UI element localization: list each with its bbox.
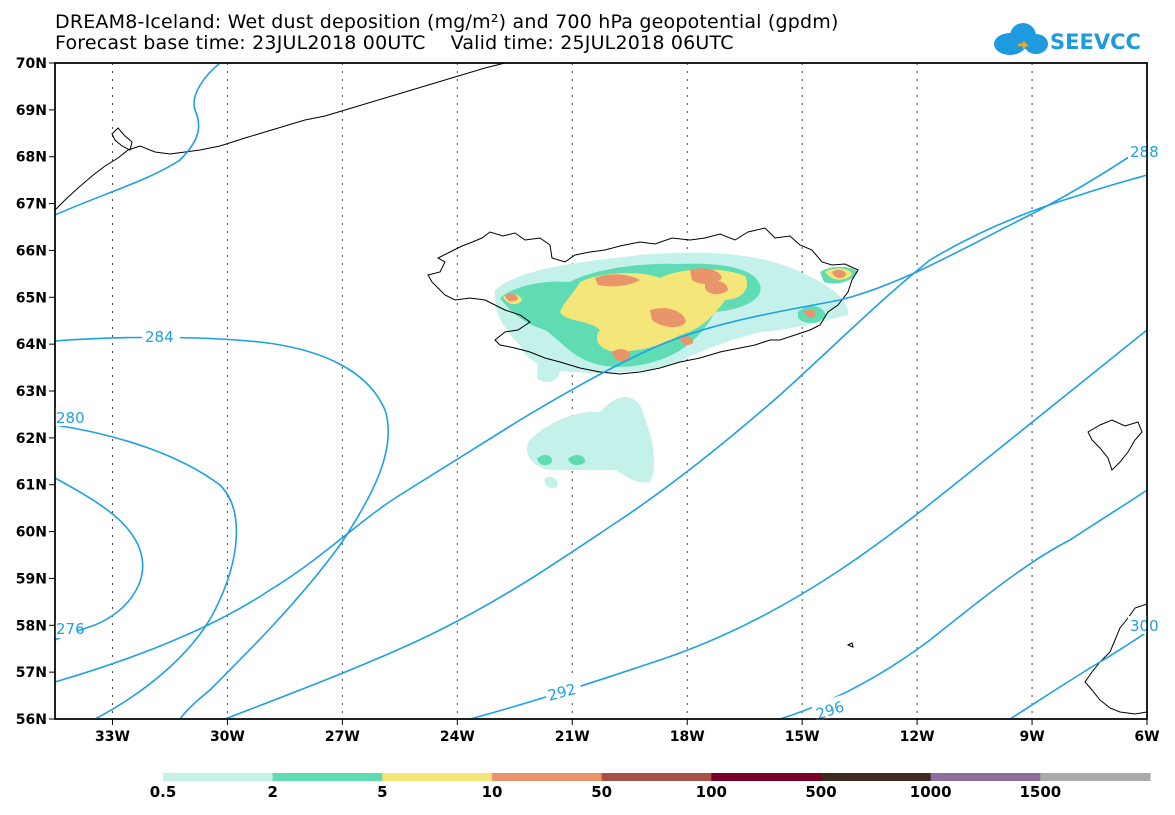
iceland-coastline [427,227,859,375]
contour-line [224,174,1148,720]
lat-label: 69N [16,103,47,119]
colorbar-swatch [821,773,932,781]
coastlines [54,62,1148,715]
graticule [111,63,1033,719]
lon-label: 6W [1134,729,1159,745]
colorbar-label: 500 [805,783,837,801]
geopotential-contours [54,62,1148,720]
contour-line [779,489,1148,720]
colorbar-swatch [1040,773,1151,781]
lon-label: 9W [1019,729,1044,745]
faroe-islands-coastline [1087,419,1143,471]
contour-line [54,62,221,216]
colorbar [163,773,1151,781]
lat-label: 62N [16,431,47,447]
colorbar-swatch [272,773,383,781]
lon-label: 21W [555,729,590,745]
lat-label: 64N [16,337,47,353]
dust-area-very-high [505,293,518,302]
lat-label: 57N [16,665,47,681]
cloud-icon [994,23,1048,55]
lon-label: 30W [210,729,245,745]
lon-label: 24W [440,729,475,745]
contour-line [1009,631,1148,720]
dust-area-very-high [680,336,694,346]
colorbar-swatch [711,773,822,781]
colorbar-label: 5 [377,783,388,801]
colorbar-label: 10 [481,783,503,801]
greenland-coastline-inner [111,127,133,151]
contour-label-280: 280 [56,409,85,427]
contour-line [54,144,1148,683]
dust-deposition-field [494,252,858,488]
dust-area-light [537,358,560,383]
dust-area-medium [568,455,586,466]
dust-area-very-high [832,269,846,279]
contour-labels: 284 280 276 292 296 288 300 [55,142,1159,723]
latitude-labels: 70N 69N 68N 67N 66N 65N 64N 63N 62N 61N 60N 59N 58N 5… [16,56,47,728]
map-frame [54,62,1148,720]
contour-line [54,336,390,720]
dust-area-light [544,476,558,488]
colorbar-label: 1000 [909,783,952,801]
lat-label: 66N [16,243,47,259]
lon-label: 18W [670,729,705,745]
lat-label: 59N [16,571,47,587]
dust-area-very-high [804,309,816,318]
dust-area-very-high [650,308,686,328]
greenland-coastline [54,62,506,211]
contour-line [54,477,144,641]
longitude-labels: 33W 30W 27W 24W 21W 18W 15W 12W 9W 6W [95,729,1160,745]
scotland-coastline [1084,603,1148,715]
seevccc-logo: SEEVCCC [994,23,1140,55]
colorbar-label: 50 [591,783,613,801]
lon-label: 27W [325,729,360,745]
lon-label: 33W [95,729,130,745]
lat-label: 68N [16,150,47,166]
axis-ticks [49,62,1148,725]
lat-label: 61N [16,478,47,494]
contour-label-276: 276 [56,620,85,638]
contour-line [54,424,238,720]
dust-area-medium [537,455,553,466]
lat-label: 60N [16,525,47,541]
lat-label: 58N [16,618,47,634]
lon-label: 15W [785,729,820,745]
dust-area-very-high [705,280,728,295]
lat-label: 65N [16,290,47,306]
contour-line [469,329,1148,720]
small-island [846,642,854,648]
colorbar-swatch [601,773,712,781]
lat-label: 63N [16,384,47,400]
contour-label-284: 284 [145,328,174,346]
logo-text: SEEVCCC [1050,30,1140,54]
colorbar-swatch [492,773,603,781]
colorbar-label: 0.5 [149,783,177,801]
dust-area-very-high [612,349,631,362]
colorbar-swatch [930,773,1041,781]
contour-label-288: 288 [1130,143,1159,161]
map-title-line2: Forecast base time: 23JUL2018 00UTC Vali… [55,32,734,54]
lon-label: 12W [900,729,935,745]
colorbar-label: 2 [267,783,278,801]
contour-label-300: 300 [1130,617,1159,635]
lat-label: 70N [16,56,47,72]
colorbar-label: 1500 [1019,783,1062,801]
lat-label: 56N [16,712,47,728]
dust-area-light [526,396,655,483]
colorbar-label: 100 [695,783,727,801]
lat-label: 67N [16,197,47,213]
dust-area-very-high [595,274,640,287]
colorbar-swatch [163,773,274,781]
dust-area-very-high [690,268,722,284]
map-title-line1: DREAM8-Iceland: Wet dust deposition (mg/… [55,11,839,33]
colorbar-swatch [382,773,493,781]
